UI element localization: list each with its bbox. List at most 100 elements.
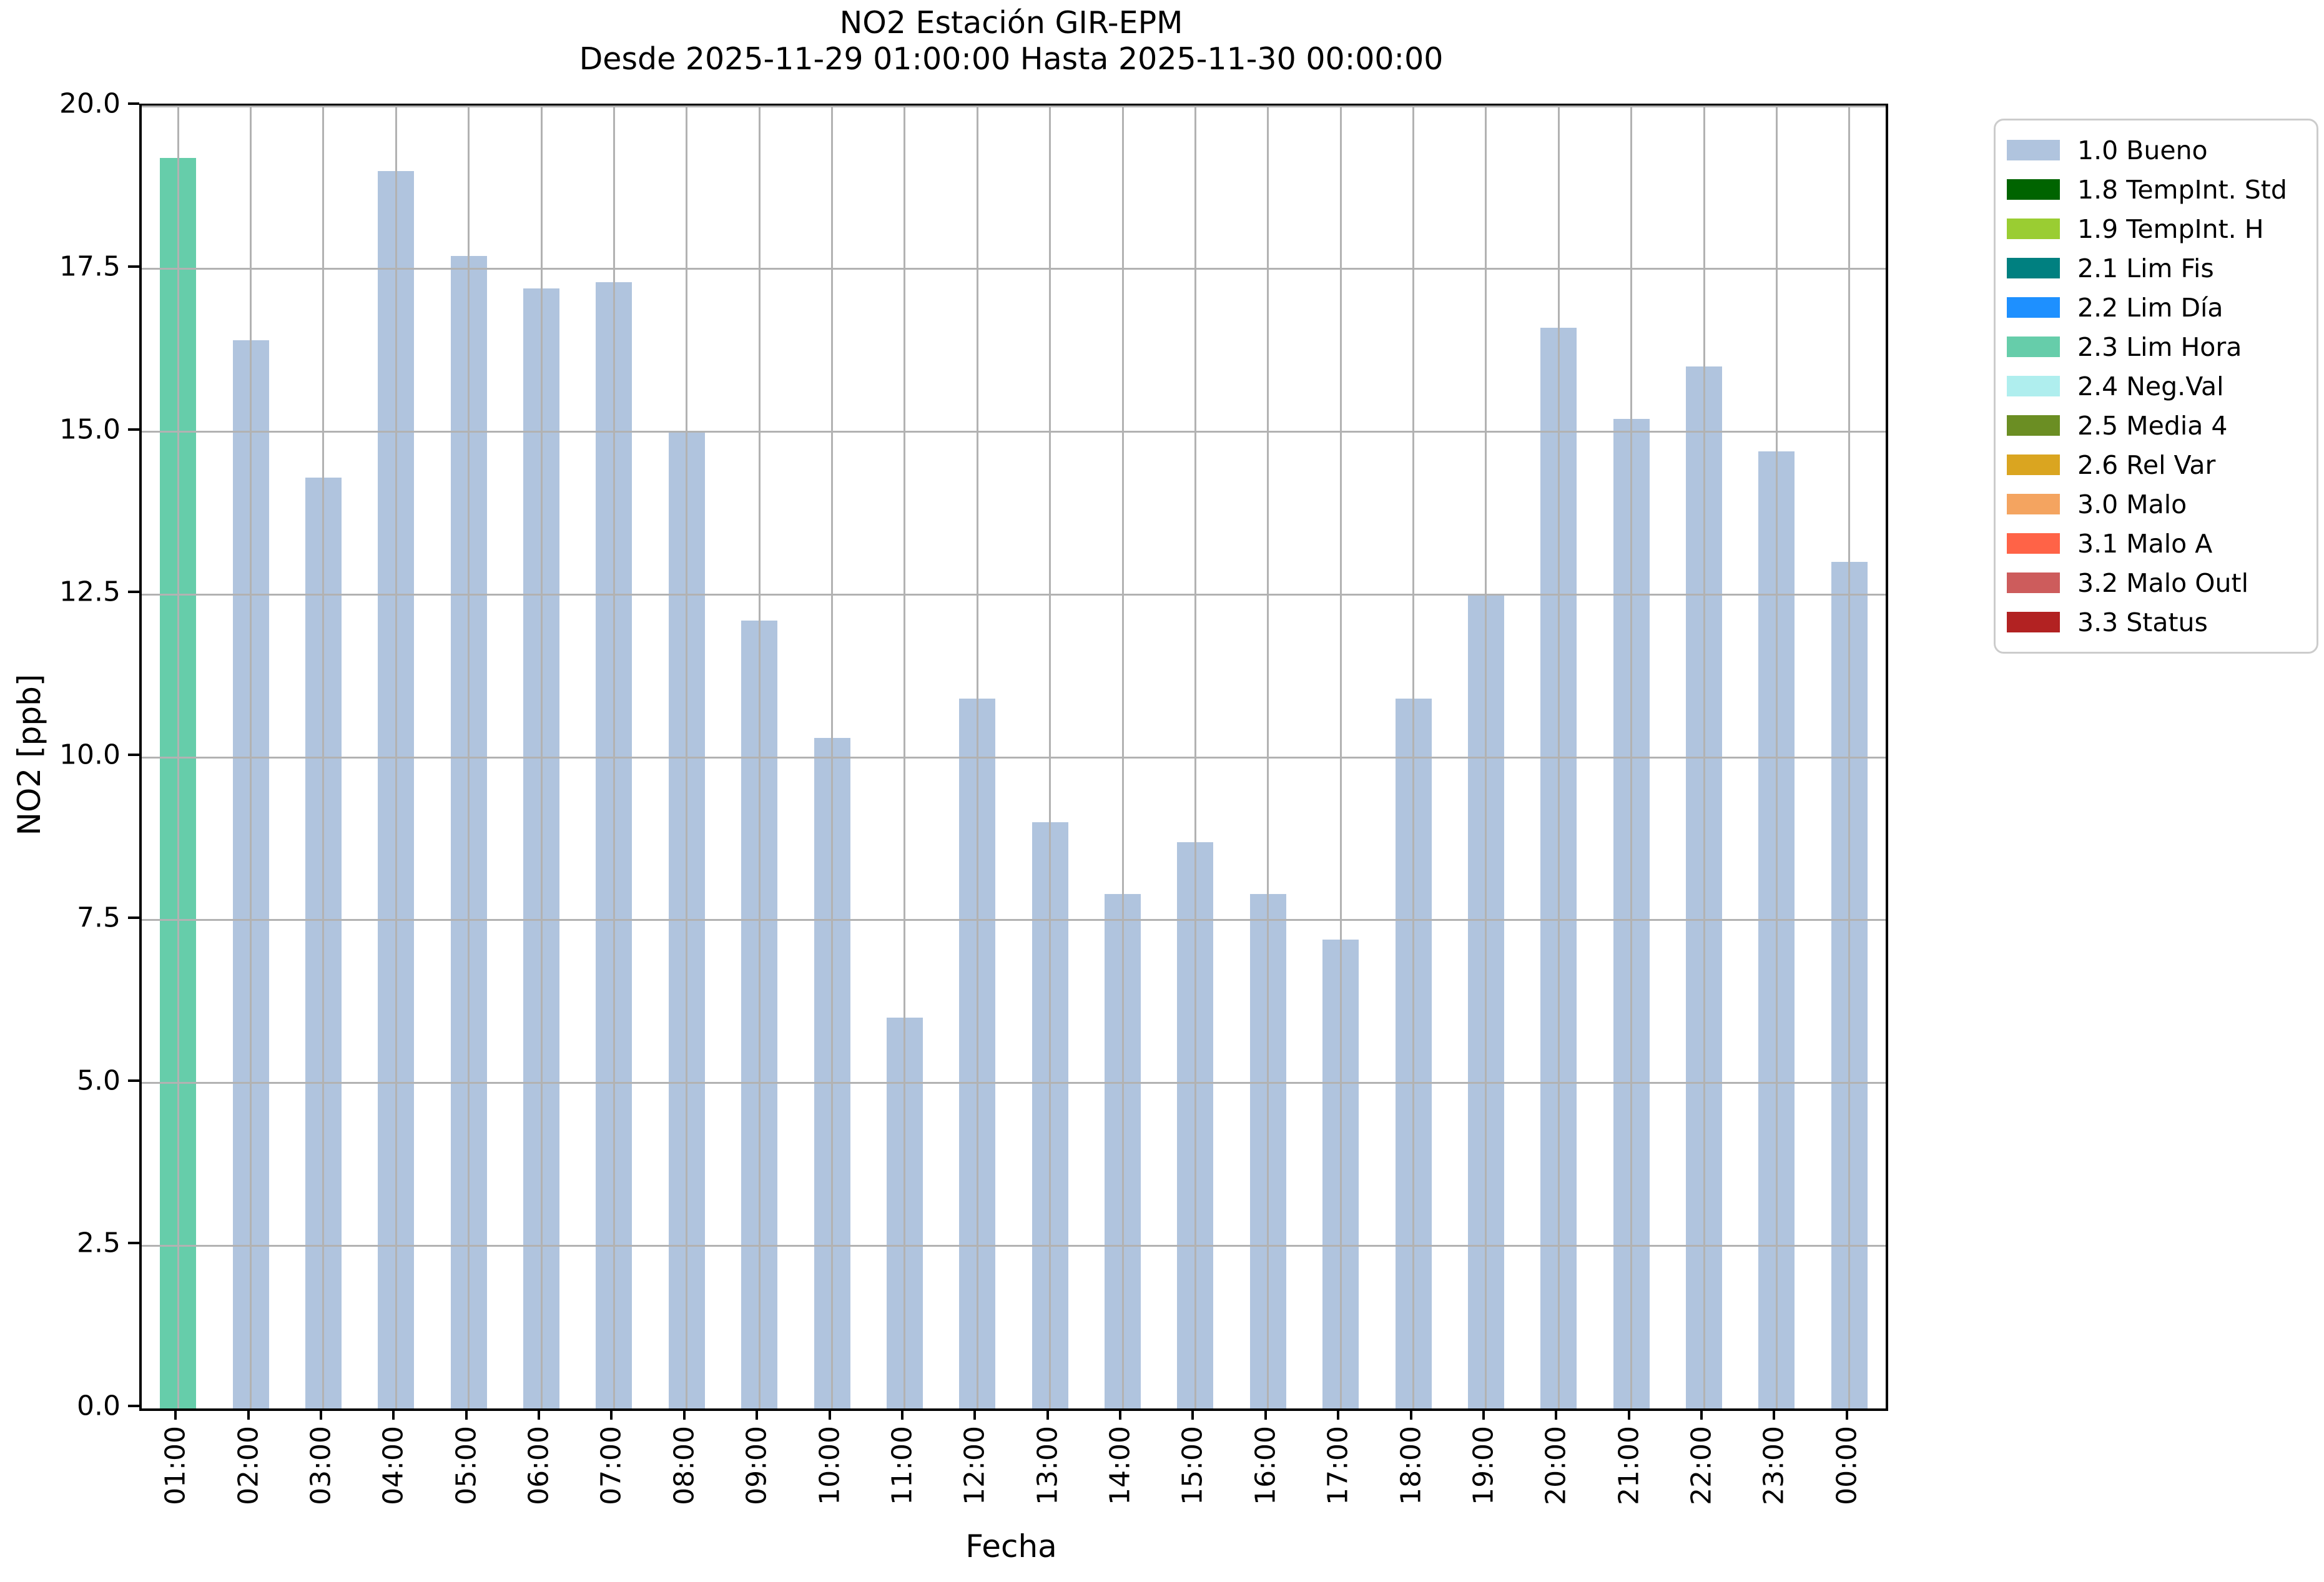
legend-swatch: [2007, 219, 2060, 239]
x-tick-mark: [1627, 1408, 1630, 1420]
legend-item: 3.1 Malo A: [2007, 524, 2310, 563]
x-tick-mark: [247, 1408, 250, 1420]
x-tick-label: 16:00: [1249, 1426, 1282, 1505]
legend-label: 3.2 Malo Outl: [2077, 567, 2248, 598]
legend-item: 1.8 TempInt. Std: [2007, 170, 2310, 209]
legend-swatch: [2007, 179, 2060, 200]
legend-item: 2.3 Lim Hora: [2007, 327, 2310, 366]
legend-item: 2.1 Lim Fis: [2007, 248, 2310, 288]
gridline-horizontal: [142, 756, 1886, 759]
x-tick-mark: [319, 1408, 322, 1420]
gridline-vertical: [1775, 106, 1778, 1408]
legend-label: 3.1 Malo A: [2077, 528, 2213, 559]
legend-label: 2.2 Lim Día: [2077, 292, 2223, 323]
x-tick-mark: [682, 1408, 686, 1420]
x-tick-mark: [900, 1408, 904, 1420]
x-tick-label: 18:00: [1395, 1426, 1427, 1505]
x-tick-label: 11:00: [886, 1426, 918, 1505]
x-tick-mark: [1409, 1408, 1412, 1420]
x-tick-label: 14:00: [1104, 1426, 1136, 1505]
legend-label: 1.8 TempInt. Std: [2077, 174, 2287, 205]
legend-item: 2.5 Media 4: [2007, 406, 2310, 445]
x-tick-label: 23:00: [1758, 1426, 1790, 1505]
legend-swatch: [2007, 494, 2060, 514]
legend-swatch: [2007, 297, 2060, 318]
x-tick-mark: [1773, 1408, 1776, 1420]
gridline-vertical: [686, 106, 688, 1408]
x-tick-mark: [538, 1408, 541, 1420]
gridline-vertical: [1049, 106, 1051, 1408]
x-tick-label: 22:00: [1685, 1426, 1718, 1505]
gridline-vertical: [1412, 106, 1415, 1408]
y-tick-mark: [128, 591, 139, 594]
x-tick-mark: [465, 1408, 468, 1420]
gridline-vertical: [904, 106, 906, 1408]
legend-swatch: [2007, 454, 2060, 475]
x-tick-mark: [1046, 1408, 1049, 1420]
legend-swatch: [2007, 415, 2060, 436]
gridline-vertical: [322, 106, 325, 1408]
x-tick-label: 05:00: [450, 1426, 483, 1505]
gridline-horizontal: [142, 1082, 1886, 1084]
y-tick-label: 20.0: [59, 87, 121, 120]
legend-item: 3.3 Status: [2007, 602, 2310, 642]
legend-swatch: [2007, 337, 2060, 357]
gridline-horizontal: [142, 593, 1886, 596]
y-tick-label: 17.5: [59, 250, 121, 283]
gridline-vertical: [1630, 106, 1633, 1408]
x-tick-mark: [1264, 1408, 1267, 1420]
x-tick-mark: [973, 1408, 977, 1420]
x-tick-label: 19:00: [1467, 1426, 1500, 1505]
gridline-vertical: [976, 106, 978, 1408]
x-tick-mark: [1119, 1408, 1122, 1420]
x-tick-mark: [828, 1408, 831, 1420]
x-tick-label: 13:00: [1032, 1426, 1064, 1505]
legend-label: 1.0 Bueno: [2077, 135, 2208, 165]
x-tick-mark: [392, 1408, 395, 1420]
y-tick-label: 15.0: [59, 413, 121, 445]
gridline-vertical: [468, 106, 470, 1408]
x-tick-mark: [1845, 1408, 1848, 1420]
y-tick-mark: [128, 754, 139, 756]
legend-swatch: [2007, 572, 2060, 593]
x-tick-label: 01:00: [159, 1426, 192, 1505]
chart-title-block: NO2 Estación GIR-EPM Desde 2025-11-29 01…: [139, 5, 1883, 77]
y-tick-mark: [128, 1405, 139, 1407]
x-tick-label: 15:00: [1176, 1426, 1209, 1505]
legend-item: 3.0 Malo: [2007, 484, 2310, 524]
legend-label: 2.4 Neg.Val: [2077, 371, 2224, 401]
chart-title: NO2 Estación GIR-EPM: [839, 5, 1183, 41]
x-tick-label: 04:00: [377, 1426, 410, 1505]
x-tick-mark: [1191, 1408, 1194, 1420]
x-tick-mark: [1337, 1408, 1340, 1420]
legend: 1.0 Bueno 1.8 TempInt. Std 1.9 TempInt. H 2…: [1994, 119, 2318, 654]
legend-item: 3.2 Malo Outl: [2007, 563, 2310, 602]
x-tick-label: 08:00: [668, 1426, 701, 1505]
gridline-vertical: [250, 106, 252, 1408]
x-tick-mark: [174, 1408, 177, 1420]
x-tick-label: 07:00: [595, 1426, 628, 1505]
legend-item: 2.4 Neg.Val: [2007, 366, 2310, 406]
y-tick-label: 0.0: [77, 1390, 121, 1422]
y-tick-mark: [128, 265, 139, 268]
gridline-vertical: [395, 106, 397, 1408]
x-tick-label: 03:00: [305, 1426, 337, 1505]
x-tick-label: 00:00: [1831, 1426, 1863, 1505]
legend-item: 2.2 Lim Día: [2007, 288, 2310, 327]
x-tick-mark: [756, 1408, 759, 1420]
x-tick-label: 17:00: [1322, 1426, 1354, 1505]
y-tick-label: 12.5: [59, 576, 121, 608]
gridline-vertical: [1194, 106, 1196, 1408]
y-tick-label: 7.5: [77, 902, 121, 934]
legend-item: 1.0 Bueno: [2007, 130, 2310, 170]
x-tick-label: 20:00: [1540, 1426, 1572, 1505]
y-axis-label: NO2 [ppb]: [11, 674, 47, 836]
x-tick-label: 21:00: [1613, 1426, 1645, 1505]
x-tick-mark: [610, 1408, 613, 1420]
y-tick-label: 10.0: [59, 739, 121, 771]
legend-swatch: [2007, 258, 2060, 278]
gridline-vertical: [1267, 106, 1269, 1408]
legend-swatch: [2007, 140, 2060, 160]
gridline-vertical: [1485, 106, 1487, 1408]
